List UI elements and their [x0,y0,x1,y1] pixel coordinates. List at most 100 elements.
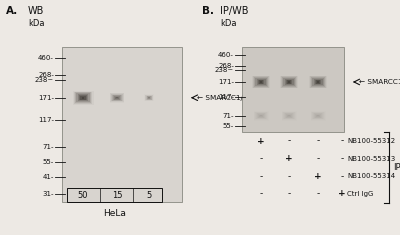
Bar [258,79,264,84]
Bar [80,96,86,99]
Text: 71-: 71- [42,144,54,150]
Text: kDa: kDa [220,19,236,28]
Bar [260,115,262,116]
Bar [312,78,324,86]
Text: IP: IP [393,163,400,172]
Text: 171-: 171- [218,79,234,85]
Bar [313,113,323,119]
Text: -: - [340,137,344,145]
Text: -: - [259,154,263,163]
Text: HeLa: HeLa [103,209,126,218]
Text: 117-: 117- [38,117,54,123]
Text: WB: WB [28,6,44,16]
Text: NB100-55313: NB100-55313 [347,156,395,162]
Bar [309,75,327,88]
Bar [148,97,150,99]
Bar [62,47,182,202]
Text: 55-: 55- [223,123,234,129]
Bar [288,115,290,116]
Bar [148,97,150,98]
Bar [110,94,124,102]
Text: -: - [259,189,263,198]
Bar [72,91,94,105]
Bar [282,77,296,87]
Bar [283,112,295,119]
Bar [76,93,90,102]
Bar [282,111,296,121]
Bar [145,95,153,101]
Text: +: + [338,189,346,198]
Bar [315,79,321,84]
Bar [260,81,262,83]
Bar [116,97,118,98]
Bar [82,97,84,99]
Bar [284,113,294,119]
Bar [315,114,321,118]
Bar [282,112,296,120]
Bar [254,112,268,120]
Bar [254,111,268,121]
Bar [111,94,123,102]
Text: -: - [287,172,291,181]
Text: +: + [257,137,265,145]
Text: -: - [340,172,344,181]
Bar [284,79,294,85]
Text: 50: 50 [78,191,88,200]
Bar [112,95,122,101]
Text: NB100-55312: NB100-55312 [347,138,395,144]
Text: -: - [287,189,291,198]
Bar [144,94,154,101]
Text: 460-: 460- [218,52,234,58]
Text: 171-: 171- [38,95,54,101]
Bar [312,112,324,119]
Text: 238~: 238~ [215,67,234,73]
Text: -: - [287,137,291,145]
Text: 117-: 117- [218,94,234,101]
Bar [314,114,322,118]
Text: 5: 5 [146,191,152,200]
Bar [259,80,263,84]
Text: 15: 15 [112,191,122,200]
Bar [287,80,291,84]
Text: Ctrl IgG: Ctrl IgG [347,191,373,197]
Text: IP/WB: IP/WB [220,6,248,16]
Text: 238~: 238~ [35,77,54,83]
Bar [110,93,124,103]
Bar [67,188,162,202]
Text: +: + [314,172,322,181]
Text: ← SMARCC1/BAF155: ← SMARCC1/BAF155 [359,79,400,85]
Text: -: - [316,137,320,145]
Text: kDa: kDa [28,19,44,28]
Text: ← SMARCC1/BAF155: ← SMARCC1/BAF155 [197,95,271,101]
Text: B.: B. [202,6,214,16]
Text: 268-: 268- [38,72,54,78]
Bar [79,95,87,100]
Text: -: - [316,154,320,163]
Bar [312,112,324,120]
Bar [314,79,322,85]
Bar [252,75,270,88]
Text: 71-: 71- [222,113,234,119]
Bar [259,115,263,117]
Bar [280,75,298,88]
Bar [254,77,268,87]
Bar [113,95,121,100]
Bar [310,76,326,88]
Bar [74,92,92,104]
Bar [311,77,325,87]
Bar [242,47,344,132]
Bar [146,96,152,100]
Bar [78,94,88,101]
Bar [287,115,291,117]
Bar [75,92,91,103]
Bar [115,97,119,99]
Text: -: - [340,154,344,163]
Bar [257,114,265,118]
Bar [286,114,292,118]
Text: A.: A. [6,6,18,16]
Bar [258,114,264,118]
Text: 41-: 41- [43,174,54,180]
Bar [255,112,267,119]
Bar [283,78,295,86]
Text: -: - [259,172,263,181]
